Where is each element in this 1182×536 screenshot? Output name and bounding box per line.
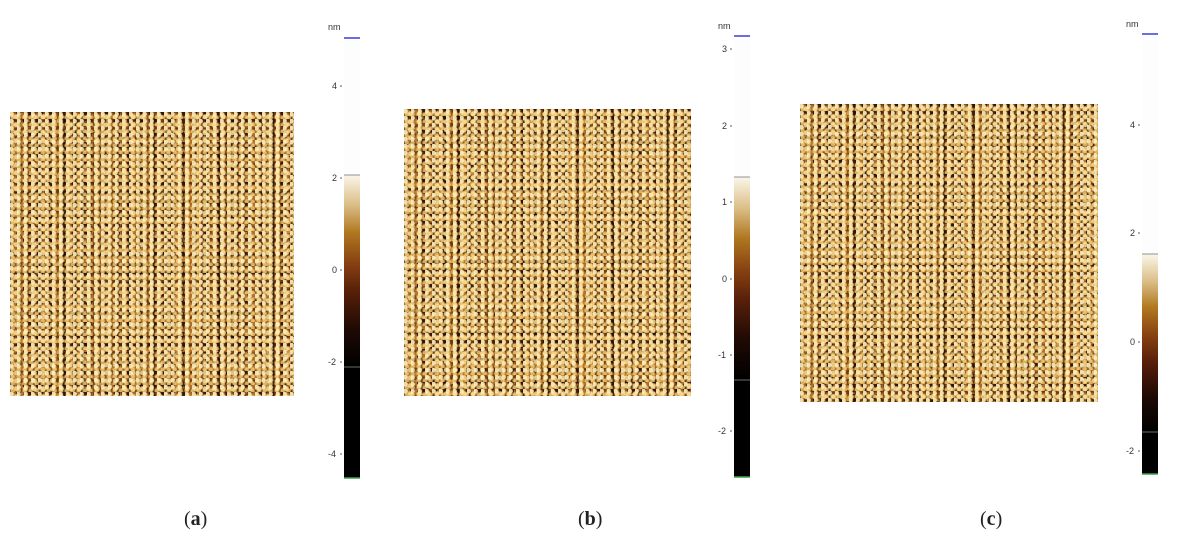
tick-c-1: 2 <box>1130 228 1135 238</box>
scale-headroom-b <box>734 38 750 177</box>
height-scale-bar-b: nm 3 2 1 0 -1 -2 <box>710 0 770 505</box>
tick-a-4: -4 <box>328 449 336 459</box>
caption-open-a: ( <box>184 508 191 530</box>
unit-label-a: nm <box>328 22 341 32</box>
scale-headroom-c <box>1142 36 1158 254</box>
colormap-bar-b <box>734 177 750 380</box>
colormap-bar-a <box>344 175 360 367</box>
height-scale-bar-a: nm 4 2 0 -2 -4 <box>320 0 380 505</box>
colormap-bar-c <box>1142 254 1158 432</box>
tick-b-2: 1 <box>722 197 727 207</box>
caption-close-a: ) <box>200 508 208 530</box>
tick-group-a: 4 2 0 -2 -4 <box>328 81 342 459</box>
scale-floor-c <box>1142 432 1158 474</box>
tick-a-1: 2 <box>332 173 337 183</box>
caption-close-b: ) <box>595 508 603 530</box>
tick-b-4: -1 <box>718 350 726 360</box>
scale-svg-c: nm 4 2 0 -2 <box>1126 19 1158 475</box>
tick-a-3: -2 <box>328 357 336 367</box>
caption-open-c: ( <box>980 508 987 530</box>
tick-c-0: 4 <box>1130 120 1135 130</box>
unit-label-b: nm <box>718 21 731 31</box>
scale-svg-a: nm 4 2 0 -2 -4 <box>328 22 360 479</box>
scale-svg-b: nm 3 2 1 0 -1 -2 <box>718 21 750 478</box>
scale-floor-a <box>344 367 360 478</box>
afm-height-image-c <box>800 104 1098 402</box>
tick-group-c: 4 2 0 -2 <box>1126 120 1140 456</box>
scale-floor-b <box>734 380 750 477</box>
height-scale-bar-c: nm 4 2 0 -2 <box>1118 0 1178 505</box>
caption-letter-c: c <box>986 508 996 530</box>
caption-letter-a: a <box>190 508 201 530</box>
tick-group-b: 3 2 1 0 -1 -2 <box>718 44 732 436</box>
afm-height-image-b <box>404 109 691 396</box>
afm-height-image-a <box>10 112 294 396</box>
caption-open-b: ( <box>578 508 585 530</box>
tick-b-5: -2 <box>718 426 726 436</box>
unit-label-c: nm <box>1126 19 1139 29</box>
tick-a-2: 0 <box>332 265 337 275</box>
caption-close-c: ) <box>995 508 1003 530</box>
caption-a: (a) <box>184 508 207 531</box>
tick-c-3: -2 <box>1126 446 1134 456</box>
caption-c: (c) <box>980 508 1002 531</box>
tick-a-0: 4 <box>332 81 337 91</box>
caption-letter-b: b <box>584 508 596 530</box>
tick-b-1: 2 <box>722 121 727 131</box>
tick-b-0: 3 <box>722 44 727 54</box>
tick-c-2: 0 <box>1130 337 1135 347</box>
tick-b-3: 0 <box>722 274 727 284</box>
scale-headroom-a <box>344 40 360 175</box>
caption-b: (b) <box>578 508 602 531</box>
